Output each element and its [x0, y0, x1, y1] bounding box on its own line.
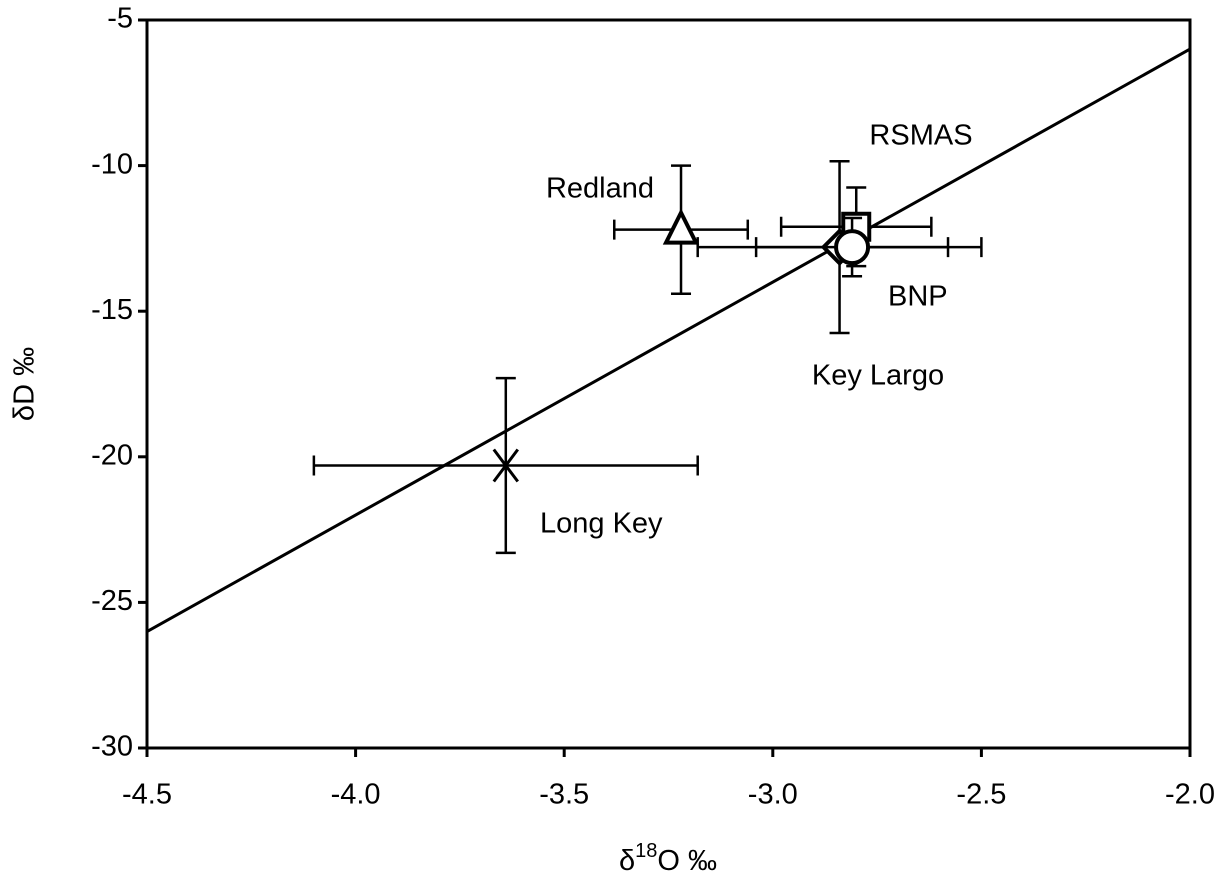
y-tick-label: -30 — [91, 731, 133, 763]
x-axis-label: δ18O ‰ — [619, 840, 717, 876]
x-tick-label: -4.0 — [331, 779, 381, 811]
x-tick-label: -3.5 — [539, 779, 589, 811]
reference-line — [146, 47, 1191, 633]
point — [662, 208, 700, 245]
y-tick-label: -5 — [107, 3, 133, 35]
y-tick-label: -10 — [91, 148, 133, 180]
x-tick-label: -2.5 — [956, 779, 1006, 811]
point-label: Long Key — [540, 508, 663, 540]
point-label: BNP — [888, 281, 948, 313]
y-axis-label: δD ‰ — [9, 347, 41, 421]
point-label: RSMAS — [869, 120, 972, 152]
x-label-part: δ — [619, 845, 635, 877]
point — [834, 229, 871, 266]
point — [492, 448, 519, 483]
y-tick-label: -15 — [91, 294, 133, 326]
x-tick-label: -2.0 — [1165, 779, 1215, 811]
point-label: Key Largo — [812, 360, 944, 392]
x-tick-label: -4.5 — [122, 779, 172, 811]
y-tick-label: -25 — [91, 585, 133, 617]
x-label-part: O ‰ — [657, 845, 717, 877]
x-label-sup: 18 — [635, 840, 657, 862]
point-label: Redland — [546, 173, 654, 205]
x-tick-label: -3.0 — [748, 779, 798, 811]
y-tick-label: -20 — [91, 439, 133, 471]
plot-frame — [145, 18, 1192, 750]
